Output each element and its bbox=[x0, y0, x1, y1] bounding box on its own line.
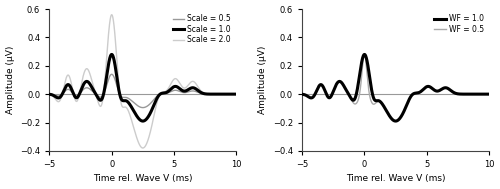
Legend: Scale = 0.5, Scale = 1.0, Scale = 2.0: Scale = 0.5, Scale = 1.0, Scale = 2.0 bbox=[172, 13, 232, 46]
X-axis label: Time rel. Wave V (ms): Time rel. Wave V (ms) bbox=[346, 174, 446, 184]
Y-axis label: Amplitude (μV): Amplitude (μV) bbox=[6, 46, 15, 114]
Legend: WF = 1.0, WF = 0.5: WF = 1.0, WF = 0.5 bbox=[432, 13, 486, 36]
Y-axis label: Amplitude (μV): Amplitude (μV) bbox=[258, 46, 268, 114]
X-axis label: Time rel. Wave V (ms): Time rel. Wave V (ms) bbox=[93, 174, 192, 184]
